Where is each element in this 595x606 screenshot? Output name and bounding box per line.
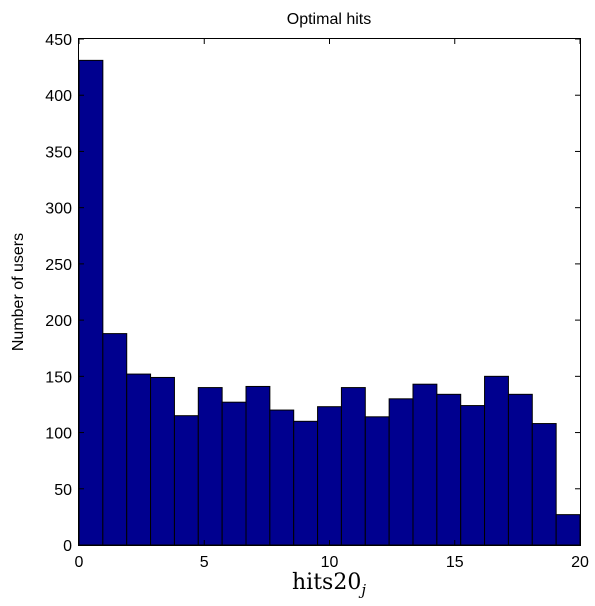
x-tick-label: 20	[571, 554, 589, 571]
histogram-bar	[531, 423, 557, 546]
histogram-bar	[173, 415, 199, 546]
y-tick-label: 50	[54, 482, 72, 499]
histogram-bar	[245, 385, 271, 546]
x-axis-label-subscript: j	[358, 581, 366, 599]
x-tick-label: 15	[446, 554, 464, 571]
histogram-bar	[293, 420, 319, 546]
x-axis-label-main: hits20	[292, 570, 361, 595]
y-tick-label: 350	[45, 144, 72, 161]
histogram-bar	[364, 416, 390, 546]
y-tick-label: 450	[45, 32, 72, 49]
y-tick-label: 300	[45, 201, 72, 218]
y-tick-label: 150	[45, 369, 72, 386]
chart-title: Optimal hits	[287, 11, 371, 28]
histogram-bar	[197, 387, 223, 546]
x-tick-label: 0	[75, 554, 84, 571]
histogram-bar	[102, 333, 128, 546]
x-tick-label: 10	[321, 554, 339, 571]
y-axis-label: Number of users	[10, 233, 27, 351]
histogram-bar	[507, 393, 533, 546]
histogram-bar	[484, 375, 509, 546]
histogram-bar	[150, 376, 175, 546]
y-tick-label: 200	[45, 313, 72, 330]
histogram-bar	[317, 406, 342, 546]
plot-frame	[78, 38, 581, 546]
bars-group	[78, 59, 581, 546]
x-tick-label: 5	[200, 554, 209, 571]
histogram-bar	[555, 514, 581, 546]
x-axis-label: hits20j	[292, 570, 366, 599]
histogram-bar	[78, 59, 104, 546]
histogram-bar	[126, 373, 152, 546]
y-tick-label: 0	[63, 538, 72, 555]
histogram-bar	[436, 393, 462, 546]
y-tick-labels: 0 50 100 150 200 250 300 350 400 450	[45, 32, 72, 555]
histogram-bar	[460, 405, 486, 546]
y-tick-label: 400	[45, 88, 72, 105]
histogram-bar	[412, 383, 438, 546]
histogram-bar	[269, 409, 295, 546]
histogram-bar	[388, 398, 414, 546]
y-tick-label: 100	[45, 426, 72, 443]
histogram-bar	[340, 387, 366, 546]
histogram-bar	[221, 401, 247, 546]
y-tick-label: 250	[45, 257, 72, 274]
x-tick-labels: 0 5 10 15 20	[75, 554, 589, 571]
ticks-group	[78, 38, 581, 546]
